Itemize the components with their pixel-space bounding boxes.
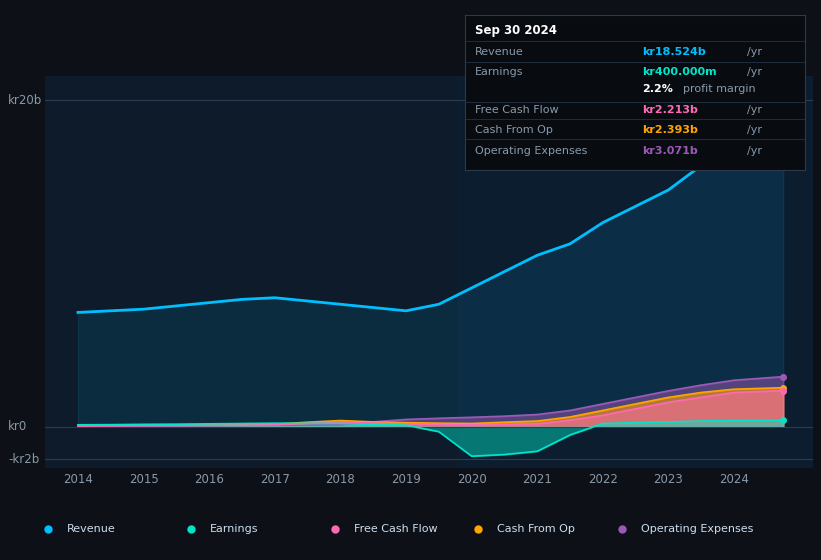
Text: Free Cash Flow: Free Cash Flow: [475, 105, 559, 115]
Text: 2.2%: 2.2%: [642, 85, 672, 95]
Text: /yr: /yr: [747, 125, 762, 135]
Text: kr3.071b: kr3.071b: [642, 146, 698, 156]
Text: /yr: /yr: [747, 146, 762, 156]
Text: Revenue: Revenue: [475, 47, 524, 57]
Text: profit margin: profit margin: [682, 85, 755, 95]
Text: Free Cash Flow: Free Cash Flow: [354, 524, 438, 534]
Text: kr2.393b: kr2.393b: [642, 125, 698, 135]
Text: Revenue: Revenue: [67, 524, 116, 534]
Text: Operating Expenses: Operating Expenses: [475, 146, 588, 156]
Text: kr2.213b: kr2.213b: [642, 105, 698, 115]
Bar: [458, 76, 813, 468]
Text: /yr: /yr: [747, 47, 762, 57]
Text: kr400.000m: kr400.000m: [642, 67, 717, 77]
Text: /yr: /yr: [747, 105, 762, 115]
Text: Cash From Op: Cash From Op: [498, 524, 576, 534]
Text: kr0: kr0: [8, 420, 27, 433]
Text: kr20b: kr20b: [8, 94, 43, 106]
Text: Cash From Op: Cash From Op: [475, 125, 553, 135]
Text: kr18.524b: kr18.524b: [642, 47, 705, 57]
Text: Earnings: Earnings: [475, 67, 524, 77]
Text: Operating Expenses: Operating Expenses: [641, 524, 753, 534]
Text: Earnings: Earnings: [210, 524, 259, 534]
Text: Sep 30 2024: Sep 30 2024: [475, 24, 557, 37]
Text: -kr2b: -kr2b: [8, 453, 39, 466]
Text: /yr: /yr: [747, 67, 762, 77]
